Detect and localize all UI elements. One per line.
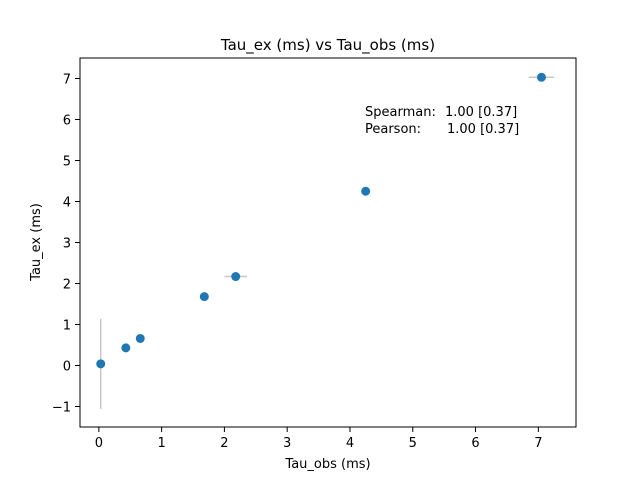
spearman-label: Spearman:	[365, 105, 436, 120]
data-point	[231, 272, 241, 282]
y-tick-label: 4	[63, 196, 71, 211]
data-point	[536, 72, 546, 82]
data-point	[199, 292, 209, 302]
x-axis-ticks: 0 1 2 3 4 5 6 7	[95, 427, 542, 451]
data-point	[135, 333, 145, 343]
pearson-label: Pearson:	[365, 122, 421, 137]
y-tick-label: 3	[63, 237, 71, 252]
y-tick-label: 6	[63, 114, 71, 129]
y-axis-label: Tau_ex (ms)	[29, 203, 44, 282]
x-tick-label: 5	[409, 436, 417, 451]
y-tick-label: −1	[52, 401, 71, 416]
x-tick-label: 6	[471, 436, 479, 451]
pearson-value: 1.00 [0.37]	[447, 122, 519, 137]
x-tick-label: 7	[534, 436, 542, 451]
y-tick-label: 2	[63, 278, 71, 293]
y-tick-label: 5	[63, 155, 71, 170]
data-point	[361, 186, 371, 196]
x-tick-label: 4	[346, 436, 354, 451]
y-axis-ticks: −1 0 1 2 3 4 5 6 7	[52, 73, 80, 416]
data-points	[96, 72, 546, 369]
x-tick-label: 0	[95, 436, 103, 451]
y-tick-label: 7	[63, 73, 71, 88]
y-tick-label: 1	[63, 319, 71, 334]
data-point	[121, 343, 131, 353]
spearman-value: 1.00 [0.37]	[445, 105, 517, 120]
y-tick-label: 0	[63, 360, 71, 375]
data-point	[96, 359, 106, 369]
x-axis-label: Tau_obs (ms)	[284, 457, 370, 472]
x-tick-label: 1	[157, 436, 165, 451]
x-tick-label: 3	[283, 436, 291, 451]
x-tick-label: 2	[220, 436, 228, 451]
chart-title: Tau_ex (ms) vs Tau_obs (ms)	[220, 36, 435, 55]
